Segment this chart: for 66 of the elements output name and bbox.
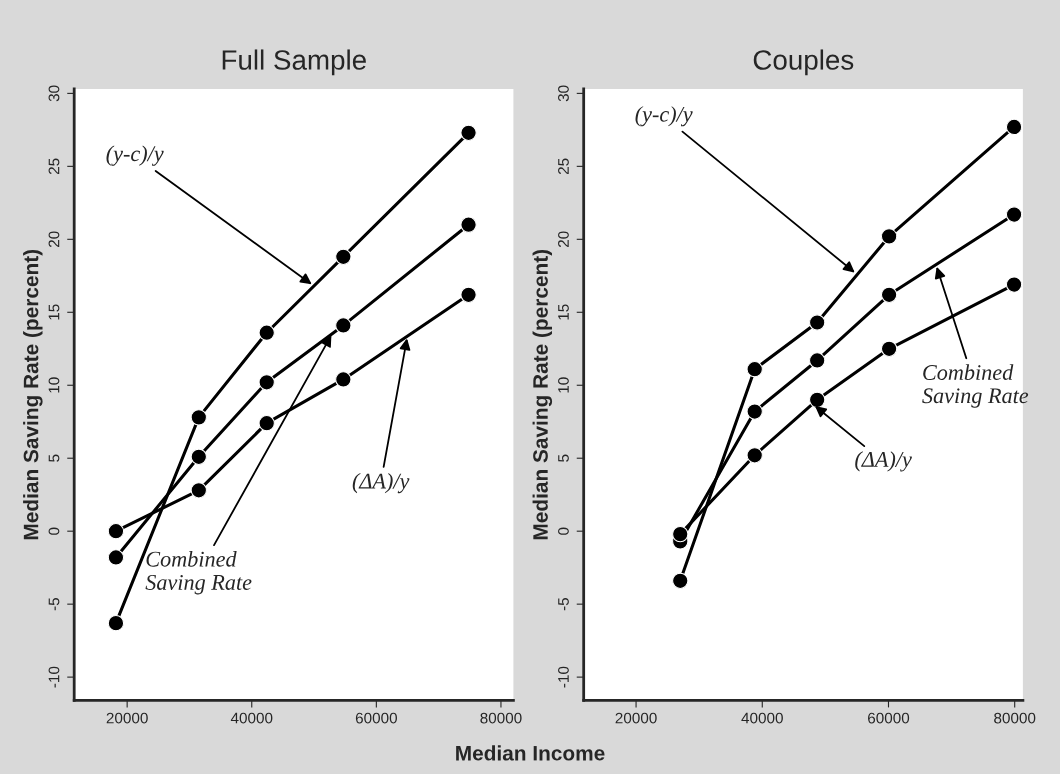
point — [746, 361, 763, 378]
point — [672, 525, 689, 543]
point — [460, 216, 477, 233]
point — [809, 352, 826, 369]
x-tick-label: 60000 — [868, 712, 910, 724]
point — [1005, 276, 1023, 293]
y-tick-label: 0 — [558, 527, 569, 535]
chart-title: Couples — [753, 49, 854, 76]
point — [258, 415, 275, 432]
point — [190, 448, 207, 465]
y-tick-label: 5 — [48, 454, 60, 462]
y-tick-label: 10 — [558, 377, 569, 393]
point — [107, 549, 125, 566]
chart-title: Full Sample — [222, 49, 366, 76]
y-tick-label: 30 — [558, 85, 569, 102]
point — [672, 572, 689, 589]
point — [258, 374, 275, 391]
point — [107, 614, 125, 632]
y-tick-label: 15 — [558, 304, 569, 320]
y-tick-label: -10 — [48, 666, 60, 688]
y-tick-label: 0 — [48, 527, 60, 535]
annotation: Combined Saving Rate — [145, 551, 252, 595]
annotation: Combined Saving Rate — [922, 364, 1029, 408]
point — [190, 482, 207, 499]
annotation: (ΔA)/y — [855, 451, 912, 472]
y-tick-label: 15 — [48, 304, 60, 320]
y-axis-title: Median Saving Rate (percent) — [532, 249, 553, 540]
y-tick-label: 25 — [48, 158, 60, 175]
y-tick-label: -10 — [558, 666, 569, 688]
x-tick-label: 80000 — [480, 712, 522, 724]
point — [335, 248, 352, 265]
y-tick-label: -5 — [558, 598, 569, 611]
x-tick-label: 20000 — [615, 712, 657, 724]
y-axis-title: Median Saving Rate (percent) — [23, 249, 43, 540]
point — [880, 340, 898, 357]
annotation: (y-c)/y — [106, 145, 164, 166]
point — [746, 447, 763, 464]
point — [746, 403, 763, 420]
x-tick-label: 60000 — [355, 712, 397, 724]
point — [1005, 206, 1023, 223]
y-tick-label: 30 — [48, 85, 60, 102]
y-tick-label: 5 — [558, 454, 569, 462]
point — [809, 391, 826, 409]
y-tick-label: 10 — [48, 377, 60, 393]
point — [190, 409, 207, 426]
x-axis-title: Median Income — [456, 745, 605, 761]
y-tick-label: 25 — [558, 158, 569, 175]
point — [1005, 118, 1023, 136]
x-tick-label: 20000 — [106, 712, 148, 724]
annotation: (ΔA)/y — [352, 472, 410, 494]
y-tick-label: 20 — [558, 231, 569, 248]
point — [107, 523, 125, 540]
point — [880, 286, 898, 303]
point — [258, 324, 275, 341]
annotation: (y-c)/y — [635, 106, 693, 127]
x-tick-label: 80000 — [994, 712, 1036, 724]
x-tick-label: 40000 — [230, 712, 273, 724]
point — [335, 317, 352, 334]
point — [809, 314, 826, 331]
point — [460, 124, 477, 141]
x-tick-label: 40000 — [741, 712, 783, 724]
point — [460, 286, 477, 303]
y-tick-label: -5 — [48, 598, 60, 611]
point — [880, 228, 898, 245]
y-tick-label: 20 — [48, 231, 60, 248]
point — [335, 371, 352, 388]
